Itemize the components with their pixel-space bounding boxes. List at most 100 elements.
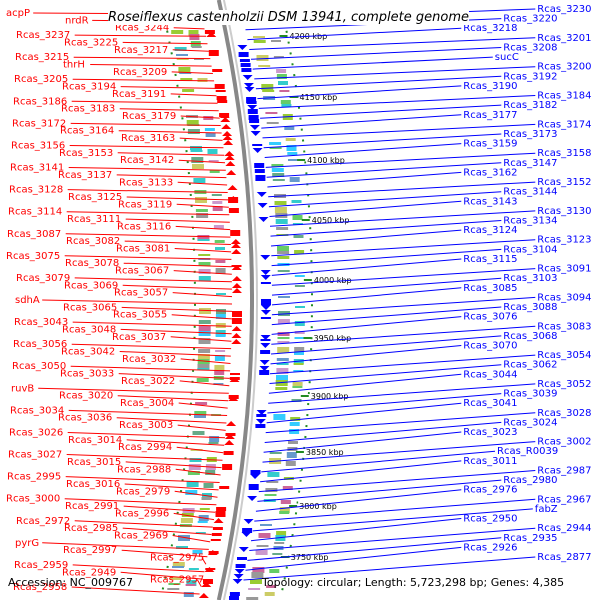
gene-label: Rcas_3124 — [463, 225, 517, 236]
feature-block — [187, 471, 200, 475]
gene-label: Rcas_2979 — [116, 486, 170, 497]
feature-block — [265, 112, 278, 114]
gene-arrow — [224, 434, 235, 439]
leader-line — [201, 557, 207, 565]
feature-block — [214, 240, 225, 243]
feature-block — [292, 382, 303, 386]
kbp-label: 4050 kbp — [312, 216, 350, 225]
leader-line — [64, 255, 232, 260]
gene-label: Rcas_3119 — [118, 199, 172, 210]
gene-label: Rcas_2969 — [114, 531, 168, 542]
gene-label: Rcas_3065 — [63, 302, 117, 313]
gene-arrow — [232, 579, 243, 584]
gene-label: Rcas_3244 — [115, 23, 169, 34]
leader-line — [65, 233, 231, 238]
leader-line — [68, 167, 226, 171]
gene-label: Rcas_2958 — [13, 582, 67, 593]
leader-line — [68, 409, 228, 416]
kbp-label-bg — [298, 91, 345, 102]
gene-arrow — [256, 192, 267, 197]
gene-label: Rcas_2985 — [64, 523, 118, 534]
feature-block — [171, 30, 184, 34]
leader-line — [257, 479, 502, 502]
feature-block — [209, 436, 220, 442]
feature-block — [181, 513, 194, 517]
feature-block — [204, 30, 215, 34]
gene-label: Rcas_3076 — [463, 312, 517, 323]
kbp-label: 4000 kbp — [314, 276, 352, 285]
feature-block — [176, 58, 189, 60]
gene-label: Rcas_3079 — [16, 273, 70, 284]
feature-block — [288, 441, 298, 444]
gene-label: Rcas_3153 — [59, 148, 113, 159]
leader-line — [268, 191, 502, 208]
gene-arrow — [243, 519, 254, 524]
gene-label: Rcas_3142 — [120, 155, 174, 166]
feature-block — [188, 30, 199, 36]
leader-line — [121, 549, 208, 558]
feature-block — [205, 133, 216, 137]
leader-line — [271, 258, 462, 276]
leader-line — [172, 535, 211, 543]
gene-label: Rcas_3220 — [503, 14, 557, 25]
leader-line — [271, 325, 536, 345]
feature-block — [261, 84, 274, 90]
gene-arrow — [231, 326, 242, 331]
feature-block — [269, 147, 282, 149]
feature-block — [269, 569, 280, 573]
gene-label: Rcas_3158 — [537, 148, 591, 159]
feature-block — [178, 67, 191, 73]
feature-block — [276, 74, 287, 79]
leader-line — [252, 56, 493, 70]
leader-line — [125, 218, 230, 223]
feature-block — [248, 484, 259, 490]
label-leader-lines — [33, 8, 536, 595]
leader-line — [174, 490, 218, 498]
gene-label: Rcas_3104 — [503, 244, 557, 255]
gene-label: Rcas_3037 — [112, 332, 166, 343]
gene-label: Rcas_2987 — [537, 466, 591, 477]
feature-block — [289, 429, 300, 434]
feature-block — [229, 596, 239, 600]
feature-block — [240, 63, 251, 67]
leader-line — [122, 284, 233, 290]
feature-block — [174, 47, 187, 51]
leader-line — [249, 527, 536, 551]
gene-arrow — [201, 582, 212, 587]
feature-block — [260, 339, 271, 341]
gene-label: Rcas_3014 — [68, 435, 122, 446]
feature-block — [289, 422, 300, 426]
feature-block — [294, 337, 305, 339]
gene-label: Rcas_3116 — [117, 221, 171, 232]
gene-arrow — [242, 75, 253, 80]
feature-block — [197, 364, 210, 370]
feature-block — [197, 368, 210, 370]
feature-block — [195, 532, 206, 534]
gene-arrow — [231, 243, 242, 248]
gene-label: Rcas_3173 — [503, 129, 557, 140]
feature-block — [294, 275, 305, 277]
leader-line — [174, 248, 232, 253]
feature-block — [248, 115, 259, 120]
feature-block — [276, 363, 289, 365]
feature-block — [201, 497, 212, 500]
feature-block — [182, 89, 195, 92]
leader-line — [270, 229, 462, 247]
gene-arrow — [231, 333, 242, 338]
feature-block — [203, 116, 214, 120]
leader-line — [271, 316, 462, 335]
gene-label: Rcas_3225 — [64, 37, 118, 48]
feature-block — [250, 579, 262, 584]
gene-arrow — [220, 117, 231, 122]
leader-line — [124, 240, 231, 245]
feature-block — [282, 486, 293, 490]
gene-label: Rcas_3159 — [463, 139, 517, 150]
gene-arrow — [247, 496, 258, 501]
gene-arrow — [231, 276, 242, 281]
leader-line — [180, 115, 220, 119]
feature-block — [211, 194, 222, 196]
feature-block — [254, 169, 265, 173]
gene-arrow — [256, 410, 267, 415]
kbp-label: 3750 kbp — [291, 553, 329, 562]
feature-block — [195, 197, 207, 203]
